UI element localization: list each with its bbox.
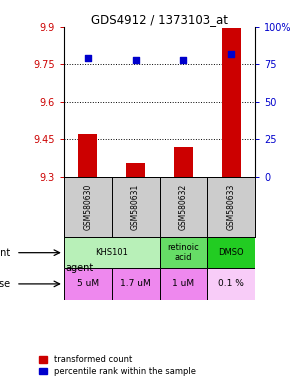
Text: 5 uM: 5 uM <box>77 280 99 288</box>
Text: DMSO: DMSO <box>218 248 244 257</box>
Point <box>85 55 90 61</box>
Text: agent: agent <box>66 263 94 273</box>
Legend: transformed count, percentile rank within the sample: transformed count, percentile rank withi… <box>39 356 196 376</box>
Bar <box>222 28 241 177</box>
Text: 1.7 uM: 1.7 uM <box>120 280 151 288</box>
Text: GSM580631: GSM580631 <box>131 184 140 230</box>
Point <box>229 51 233 57</box>
Bar <box>64 177 112 237</box>
Bar <box>207 177 255 237</box>
Text: KHS101: KHS101 <box>95 248 128 257</box>
Bar <box>64 268 112 300</box>
Bar <box>160 237 207 268</box>
Bar <box>207 268 255 300</box>
Bar <box>207 237 255 268</box>
Point <box>133 57 138 63</box>
Text: GSM580633: GSM580633 <box>227 184 236 230</box>
Bar <box>112 268 160 300</box>
Text: 0.1 %: 0.1 % <box>218 280 244 288</box>
Bar <box>112 177 160 237</box>
Title: GDS4912 / 1373103_at: GDS4912 / 1373103_at <box>91 13 228 26</box>
Bar <box>64 237 160 268</box>
Text: GSM580630: GSM580630 <box>83 184 92 230</box>
Bar <box>160 268 207 300</box>
Text: agent: agent <box>0 248 10 258</box>
Point <box>181 57 186 63</box>
Bar <box>78 134 97 177</box>
Bar <box>160 177 207 237</box>
Text: GSM580632: GSM580632 <box>179 184 188 230</box>
Bar <box>126 163 145 177</box>
Text: dose: dose <box>0 279 10 289</box>
Text: 1 uM: 1 uM <box>172 280 195 288</box>
Bar <box>174 147 193 177</box>
Text: retinoic
acid: retinoic acid <box>168 243 199 262</box>
